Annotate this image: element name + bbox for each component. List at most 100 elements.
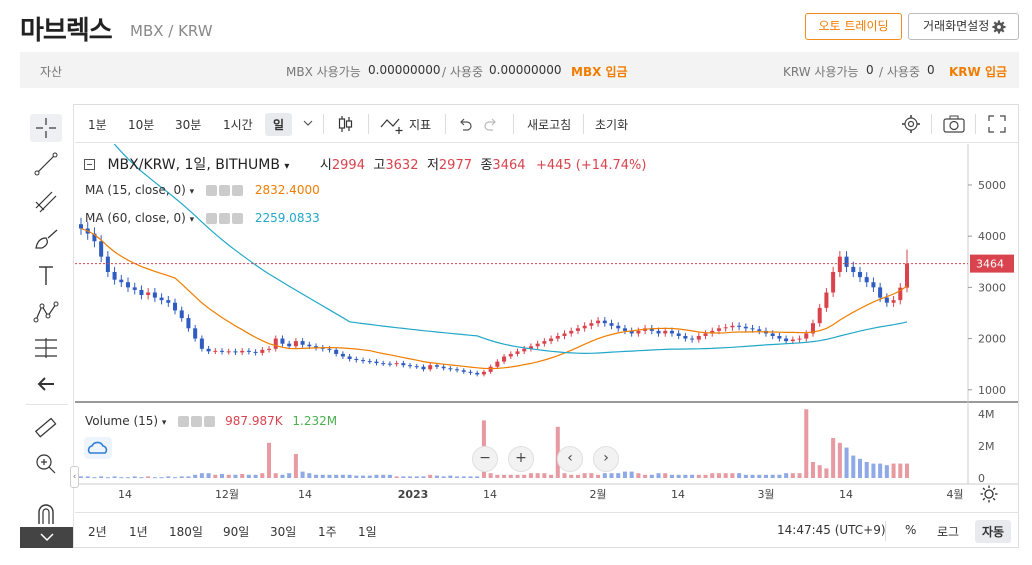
interval-10m[interactable]: 10분 bbox=[128, 118, 155, 132]
magnet-icon bbox=[38, 504, 54, 524]
redo-icon[interactable] bbox=[483, 117, 499, 131]
volume-value-1: 987.987K bbox=[225, 414, 283, 428]
zoom-tool[interactable] bbox=[30, 450, 62, 478]
volume-bar bbox=[448, 475, 453, 478]
candle-body bbox=[817, 307, 822, 324]
measure-levels-tool[interactable] bbox=[30, 334, 62, 362]
volume-bar bbox=[663, 473, 668, 478]
time-tick-label: 12월 bbox=[215, 488, 239, 501]
ohlc-high-label: 고 bbox=[373, 158, 386, 173]
eye-icon[interactable] bbox=[206, 184, 217, 196]
candle-body bbox=[515, 351, 520, 354]
magnet-tool[interactable] bbox=[30, 500, 62, 528]
krw-deposit-link[interactable]: KRW 입금 bbox=[949, 65, 1008, 79]
range-2y[interactable]: 2년 bbox=[88, 525, 107, 539]
brush-tool[interactable] bbox=[30, 226, 62, 254]
volume-bar bbox=[757, 474, 762, 478]
screen-settings-button[interactable]: 거래화면설정 bbox=[908, 13, 1019, 40]
candle-body bbox=[260, 349, 265, 353]
auto-toggle[interactable]: 자동 bbox=[975, 520, 1012, 543]
percent-toggle[interactable]: % bbox=[905, 523, 917, 537]
range-90d[interactable]: 90일 bbox=[223, 525, 250, 539]
fib-tool[interactable] bbox=[30, 188, 62, 216]
interval-1m[interactable]: 1분 bbox=[88, 118, 107, 132]
clock-time[interactable]: 14:47:45 (UTC+9) bbox=[777, 523, 886, 537]
ohlc-close-label: 종 bbox=[480, 158, 493, 173]
indicator-icon[interactable] bbox=[380, 115, 404, 135]
candle-body bbox=[374, 361, 379, 364]
symbol-name[interactable]: MBX/KRW, 1일, BITHUMB bbox=[107, 157, 280, 173]
volume-bar bbox=[696, 474, 701, 478]
candle-body bbox=[300, 341, 305, 345]
indicator-button[interactable]: 지표 bbox=[409, 118, 432, 132]
range-180d[interactable]: 180일 bbox=[169, 525, 203, 539]
candle-type-icon[interactable] bbox=[337, 114, 353, 134]
volume-bar bbox=[878, 463, 883, 478]
settings-small-icon[interactable] bbox=[219, 212, 230, 224]
mbx-deposit-link[interactable]: MBX 입금 bbox=[571, 65, 628, 79]
mbx-available-label: MBX 사용가능 bbox=[286, 65, 361, 79]
settings-small-icon[interactable] bbox=[219, 184, 230, 196]
camera-icon[interactable] bbox=[943, 115, 965, 133]
close-small-icon[interactable] bbox=[204, 415, 216, 427]
volume-bar bbox=[737, 473, 742, 478]
interval-30m[interactable]: 30분 bbox=[175, 118, 202, 132]
reset-button[interactable]: 초기화 bbox=[595, 118, 629, 132]
crosshair-tool[interactable] bbox=[30, 114, 62, 142]
brightness-icon-ray bbox=[982, 497, 986, 501]
volume-label[interactable]: Volume (15) bbox=[85, 414, 159, 428]
eye-icon[interactable] bbox=[206, 212, 217, 224]
candle-body bbox=[125, 282, 131, 288]
brightness-icon[interactable] bbox=[980, 485, 998, 503]
refresh-button[interactable]: 새로고침 bbox=[527, 118, 572, 132]
ruler-tool[interactable] bbox=[30, 414, 62, 442]
settings-small-icon[interactable] bbox=[191, 415, 203, 427]
mbx-available-value: 0.00000000 bbox=[368, 63, 441, 77]
ma60-legend: MA (60, close, 0) ▾ 2259.0833 bbox=[85, 211, 320, 225]
range-1w[interactable]: 1주 bbox=[318, 525, 337, 539]
volume-bar bbox=[280, 474, 285, 478]
ma15-label[interactable]: MA (15, close, 0) bbox=[85, 183, 186, 197]
ma60-label[interactable]: MA (60, close, 0) bbox=[85, 211, 186, 225]
price-chart[interactable]: 5000 4000 3000 2000 1000 4M 2M 0 14 12월 14 2023 14 2월… bbox=[75, 144, 1018, 508]
fullscreen-icon[interactable] bbox=[988, 115, 1006, 133]
zoom-in-button[interactable]: + bbox=[508, 446, 534, 472]
volume-bar bbox=[374, 474, 379, 478]
back-tool[interactable] bbox=[30, 370, 62, 398]
trendline-tool[interactable] bbox=[30, 150, 62, 178]
range-30d[interactable]: 30일 bbox=[270, 525, 297, 539]
volume-bar bbox=[716, 473, 721, 478]
ma15-legend: MA (15, close, 0) ▾ 2832.4000 bbox=[85, 183, 320, 197]
expand-panel-handle[interactable]: ‹ bbox=[70, 466, 79, 488]
zoom-out-button[interactable]: − bbox=[472, 446, 498, 472]
close-small-icon[interactable] bbox=[232, 184, 243, 196]
collapse-toolbar-button[interactable] bbox=[20, 527, 73, 548]
page-title: 마브렉스 bbox=[20, 16, 113, 46]
interval-day[interactable]: 일 bbox=[265, 113, 293, 136]
chevron-down-icon[interactable]: ▾ bbox=[284, 161, 290, 172]
undo-icon[interactable] bbox=[457, 117, 473, 131]
candle-body bbox=[105, 256, 110, 272]
range-1y[interactable]: 1년 bbox=[129, 525, 148, 539]
scroll-right-button[interactable]: › bbox=[593, 446, 619, 472]
interval-1h[interactable]: 1시간 bbox=[223, 118, 253, 132]
range-1d[interactable]: 1일 bbox=[358, 525, 377, 539]
last-price-badge bbox=[970, 254, 1014, 273]
pattern-tool[interactable] bbox=[30, 298, 62, 326]
text-tool[interactable] bbox=[30, 262, 62, 290]
collapse-legend-icon[interactable] bbox=[84, 159, 95, 170]
candle-body bbox=[871, 282, 876, 288]
chart-settings-icon[interactable] bbox=[901, 114, 921, 134]
pattern-icon bbox=[33, 301, 59, 323]
candle-body bbox=[434, 365, 439, 367]
crosshair-icon bbox=[36, 118, 56, 138]
volume-bar bbox=[105, 477, 110, 479]
eye-icon[interactable] bbox=[178, 415, 190, 427]
log-toggle[interactable]: 로그 bbox=[937, 525, 960, 539]
chevron-down-icon[interactable] bbox=[303, 120, 313, 128]
cloud-icon[interactable] bbox=[84, 437, 112, 459]
auto-trading-button[interactable]: 오토 트레이딩 bbox=[805, 13, 902, 40]
scroll-left-button[interactable]: ‹ bbox=[557, 446, 583, 472]
volume-bar bbox=[186, 476, 191, 478]
close-small-icon[interactable] bbox=[232, 212, 243, 224]
